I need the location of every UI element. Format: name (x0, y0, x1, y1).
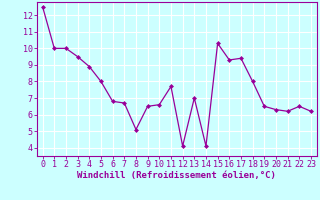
X-axis label: Windchill (Refroidissement éolien,°C): Windchill (Refroidissement éolien,°C) (77, 171, 276, 180)
